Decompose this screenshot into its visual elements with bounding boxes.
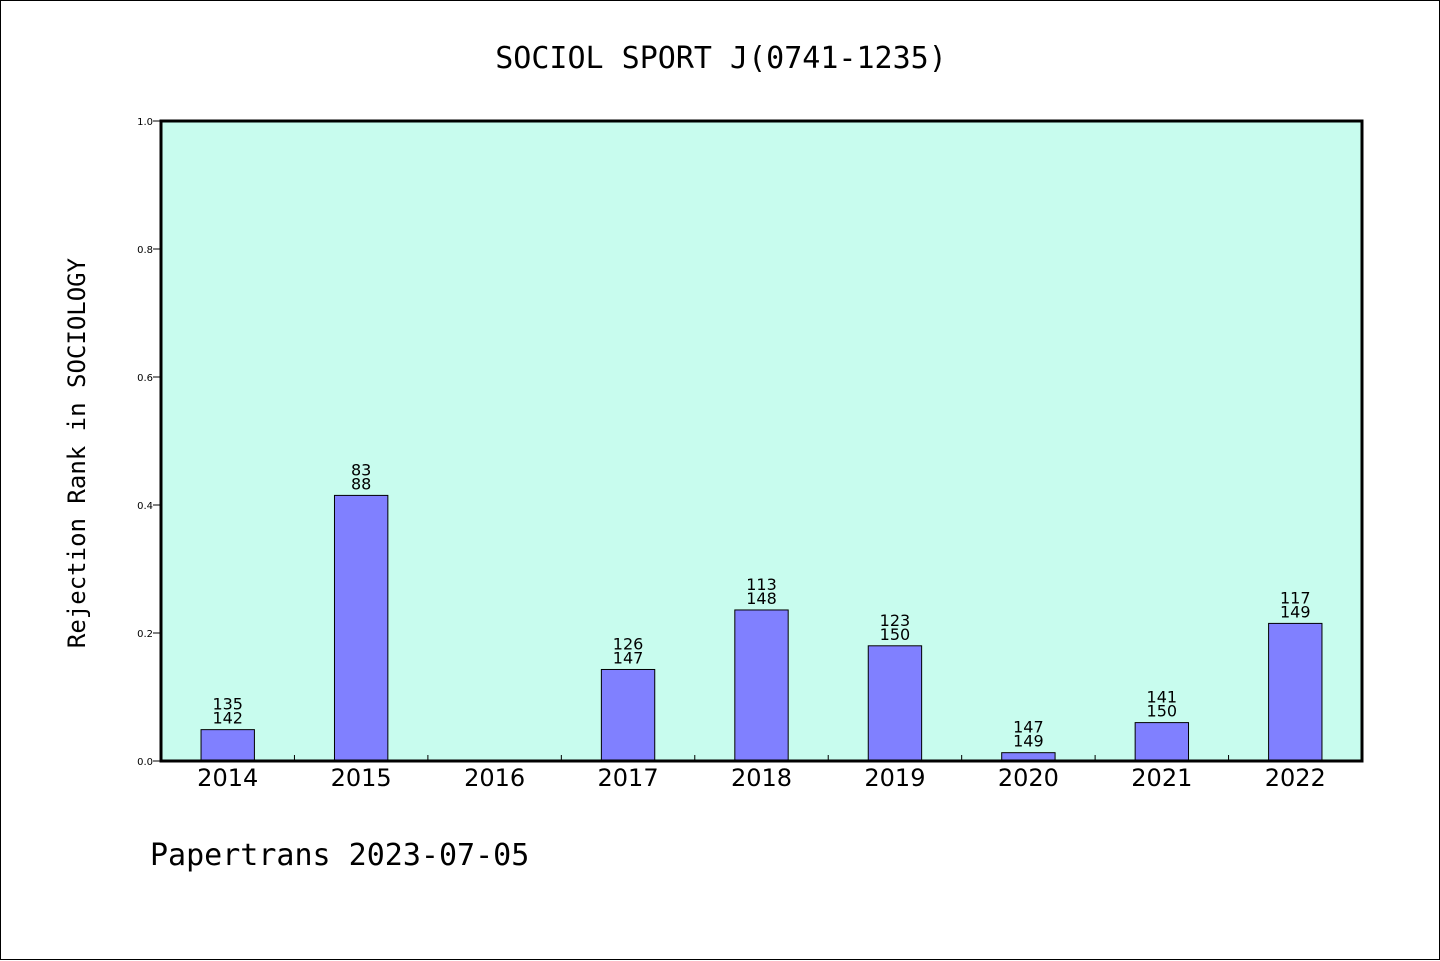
y-tick-label: 0.2 — [137, 629, 153, 640]
bar-label-top: 117 — [1280, 588, 1311, 607]
x-tick-label: 2018 — [731, 764, 792, 792]
bar-label-top: 126 — [613, 634, 644, 653]
y-tick-label: 0.0 — [137, 757, 153, 768]
footer-credit: Papertrans 2023-07-05 — [150, 838, 529, 873]
y-tick-label: 1.0 — [137, 117, 153, 128]
y-tick-label: 0.4 — [137, 501, 153, 512]
y-tick-label: 0.6 — [137, 373, 153, 384]
bar-label-bottom: 150 — [1147, 702, 1178, 721]
bar-label-bottom: 150 — [880, 625, 911, 644]
x-tick-label: 2014 — [197, 764, 258, 792]
plot-border — [159, 119, 1364, 763]
bar-label-bottom: 142 — [212, 709, 243, 728]
bars: 1351428388126147113148123150147149141150… — [200, 460, 1323, 762]
bar-label-top: 83 — [351, 460, 371, 479]
bar-2022 — [1268, 622, 1323, 762]
bar-2019 — [867, 645, 923, 762]
bar-label-top: 113 — [746, 575, 777, 594]
bar-label-top: 141 — [1147, 688, 1178, 707]
bar-label-top: 147 — [1013, 718, 1044, 737]
bar-label-bottom: 149 — [1280, 602, 1311, 621]
y-axis-label: Rejection Rank in SOCIOLOGY — [63, 257, 91, 648]
bar-2021 — [1134, 722, 1190, 762]
x-tick-label: 2016 — [464, 764, 525, 792]
bar-label-bottom: 148 — [746, 589, 777, 608]
bar-2017 — [600, 668, 656, 762]
axis-ticks: 0.0 0.2 0.4 0.6 0.8 1.0 2014 2015 2016 2017 2018 20… — [137, 117, 1326, 792]
bar-label-top: 135 — [212, 695, 243, 714]
bar-2018 — [734, 609, 789, 762]
x-tick-label: 2022 — [1265, 764, 1326, 792]
x-tick-label: 2015 — [331, 764, 392, 792]
bar-2015 — [333, 494, 389, 762]
x-tick-label: 2017 — [598, 764, 659, 792]
x-tick-label: 2021 — [1131, 764, 1192, 792]
y-tick-label: 0.8 — [137, 245, 153, 256]
bar-label-bottom: 147 — [613, 648, 644, 667]
bar-2014 — [200, 729, 255, 762]
x-tick-label: 2019 — [864, 764, 925, 792]
bar-label-bottom: 149 — [1013, 732, 1044, 751]
chart-title: SOCIOL SPORT J(0741-1235) — [495, 41, 947, 76]
bar-label-bottom: 88 — [351, 474, 371, 493]
bar-label-top: 123 — [880, 611, 911, 630]
x-tick-label: 2020 — [998, 764, 1059, 792]
